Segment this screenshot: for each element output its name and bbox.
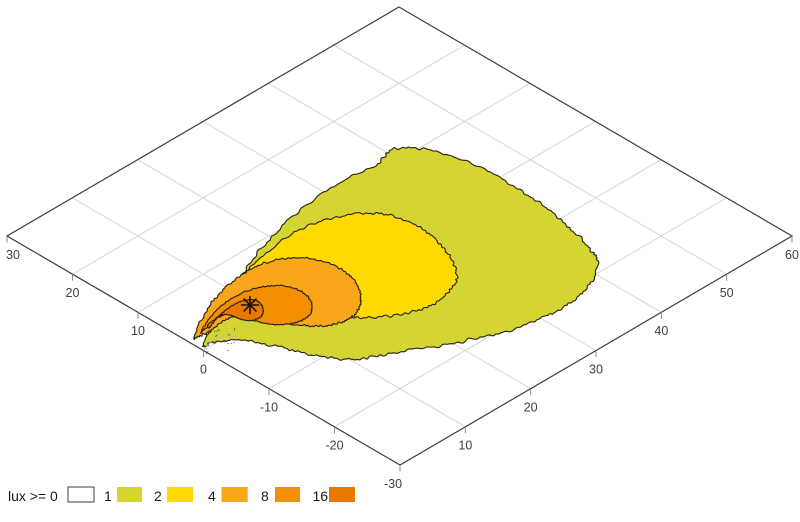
svg-text:16: 16: [313, 488, 329, 504]
svg-text:30: 30: [6, 248, 20, 262]
svg-text:10: 10: [458, 439, 472, 453]
svg-text:4: 4: [208, 488, 216, 504]
svg-text:1: 1: [104, 488, 112, 504]
svg-text:60: 60: [785, 248, 799, 262]
svg-text:-30: -30: [384, 477, 402, 491]
svg-text:2: 2: [154, 488, 162, 504]
svg-text:-10: -10: [260, 400, 278, 414]
svg-text:-20: -20: [325, 439, 343, 453]
svg-text:40: 40: [654, 324, 668, 338]
svg-text:20: 20: [66, 286, 80, 300]
svg-text:30: 30: [589, 362, 603, 376]
svg-text:lux >= 0: lux >= 0: [8, 488, 58, 504]
svg-text:8: 8: [261, 488, 269, 504]
svg-text:10: 10: [131, 324, 145, 338]
svg-text:50: 50: [720, 286, 734, 300]
svg-text:0: 0: [200, 362, 207, 376]
svg-text:20: 20: [524, 400, 538, 414]
